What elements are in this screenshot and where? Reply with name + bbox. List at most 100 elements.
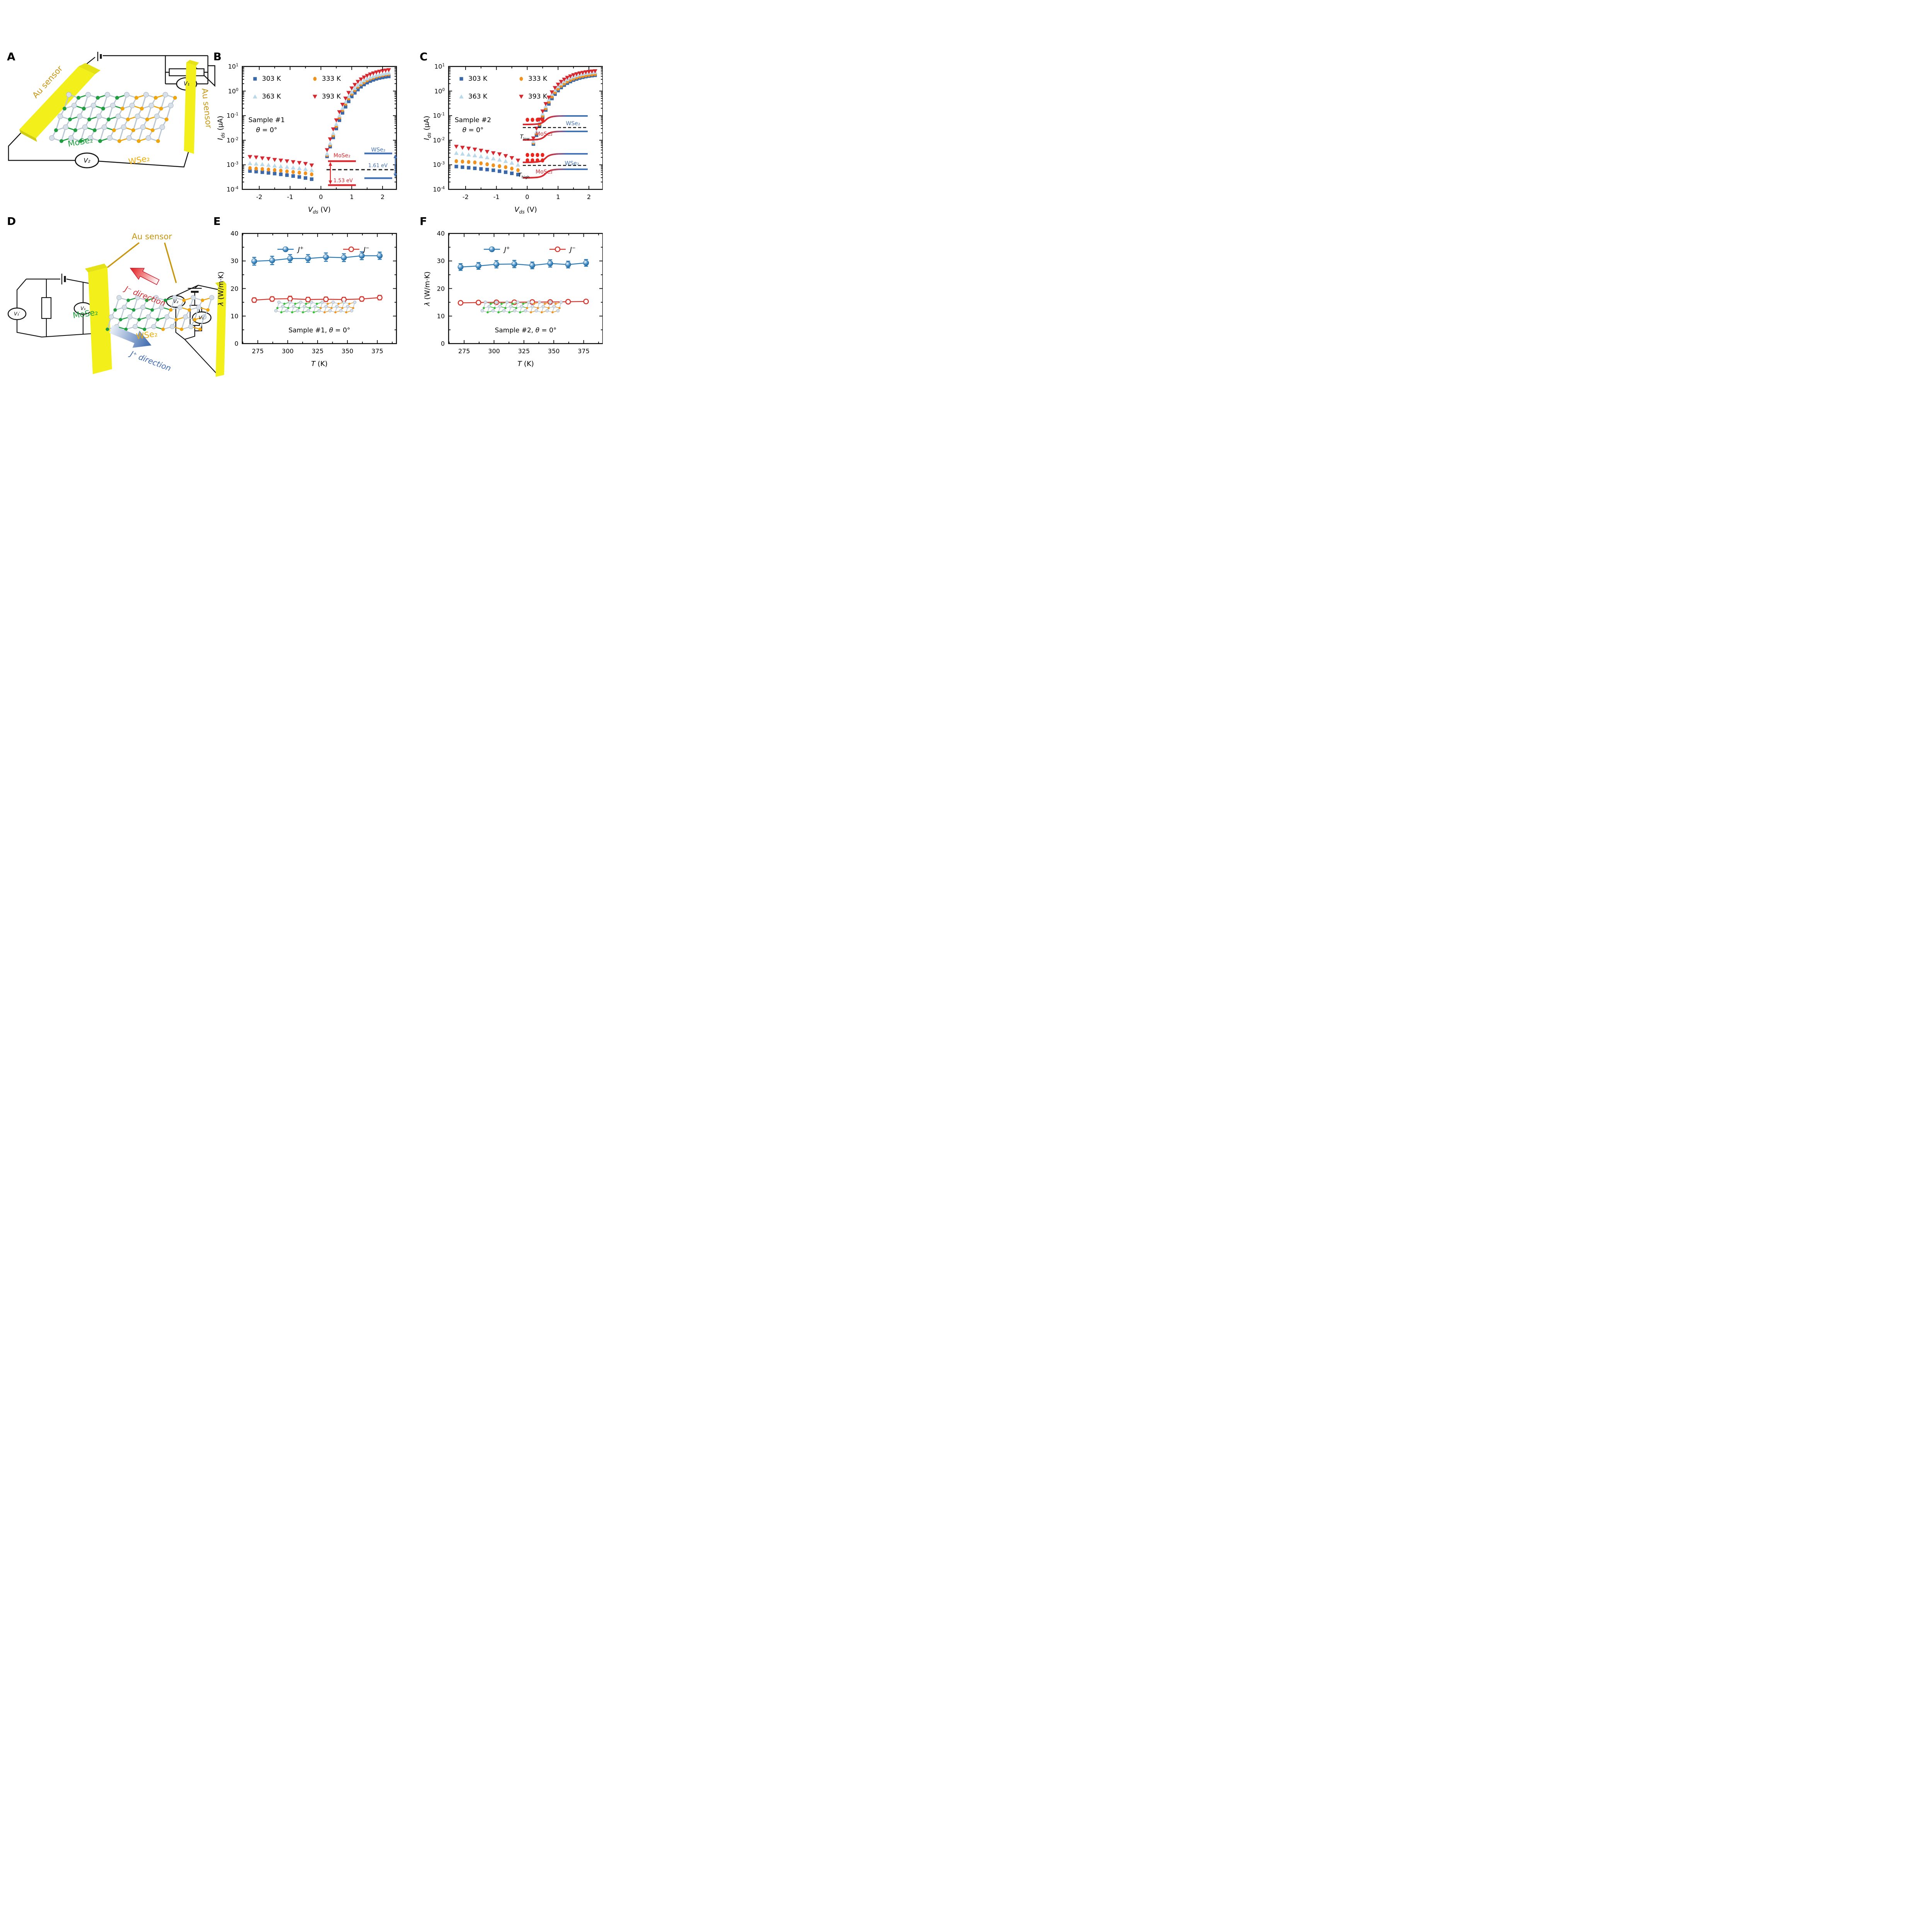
data-point xyxy=(489,246,495,252)
data-point xyxy=(554,247,561,252)
data-point xyxy=(519,77,523,81)
metal-atom xyxy=(159,107,163,111)
data-point xyxy=(368,75,373,79)
data-point xyxy=(384,75,388,79)
x-tick-label: 2 xyxy=(587,193,591,201)
carrier-dot xyxy=(541,153,544,157)
data-point xyxy=(253,77,257,81)
se-atom xyxy=(328,309,332,313)
metal-atom xyxy=(352,307,354,309)
data-point xyxy=(491,151,496,155)
data-point xyxy=(374,77,378,81)
legend-item: J− xyxy=(342,245,369,254)
se-atom xyxy=(339,309,343,313)
carrier-dot xyxy=(531,153,534,157)
metal-atom xyxy=(193,318,197,322)
data-point xyxy=(454,165,458,169)
data-point xyxy=(553,86,558,90)
se-atom xyxy=(91,103,96,108)
se-atom xyxy=(151,324,156,329)
metal-atom xyxy=(291,311,293,313)
data-point xyxy=(343,100,348,104)
metal-atom xyxy=(533,303,535,305)
data-point xyxy=(492,163,495,168)
metal-atom xyxy=(112,128,116,132)
metal-atom xyxy=(163,298,167,302)
se-atom xyxy=(201,314,207,320)
data-point xyxy=(583,298,589,305)
metal-atom xyxy=(117,139,121,143)
carrier-dots xyxy=(526,153,544,163)
au-sensor-bar-right xyxy=(184,60,199,154)
metal-atom xyxy=(145,117,149,121)
se-atom xyxy=(310,300,313,304)
metal-atom xyxy=(145,298,149,302)
plot-border xyxy=(448,66,603,190)
x-tick-label: -2 xyxy=(256,193,262,201)
y-tick-label: 10-1 xyxy=(226,112,238,119)
se-atom xyxy=(135,114,140,119)
data-point xyxy=(593,69,597,73)
metal-atom xyxy=(132,308,136,312)
carrier-dot xyxy=(536,117,539,122)
data-point xyxy=(325,148,330,152)
x-tick-label: 350 xyxy=(341,347,354,355)
legend-item: J+ xyxy=(483,245,510,254)
data-point xyxy=(377,70,382,74)
y-tick-label: 10-3 xyxy=(433,161,445,169)
data-point xyxy=(334,118,339,123)
series-layer xyxy=(248,68,391,181)
y-tick-label: 20 xyxy=(230,285,238,292)
panel-F-thermal-chart: 275 300 325 350 375 0 10 20 30 40 T (K) λ (W/m·K) J+… xyxy=(421,221,603,388)
data-point xyxy=(291,165,296,170)
voltmeter-v1-prime xyxy=(7,307,27,320)
data-point xyxy=(457,264,464,270)
voltmeter-v2 xyxy=(75,152,99,169)
metal-atom xyxy=(548,307,550,309)
metal-atom xyxy=(137,139,141,143)
metal-atom xyxy=(316,303,318,305)
se-atom xyxy=(483,300,487,304)
data-point xyxy=(485,155,490,159)
metal-atom xyxy=(150,308,154,312)
se-atom xyxy=(153,295,159,300)
se-atom xyxy=(96,114,102,119)
data-point xyxy=(509,160,514,165)
se-atom xyxy=(196,305,201,310)
data-point xyxy=(349,90,354,94)
data-point xyxy=(504,170,508,174)
metal-atom xyxy=(508,311,510,313)
x-tick-label: 0 xyxy=(525,193,529,201)
se-atom xyxy=(324,305,328,308)
metal-atom xyxy=(98,139,102,143)
sample-annotation: Sample #1 θ = 0° xyxy=(248,116,285,134)
data-point xyxy=(531,139,536,143)
x-tick-label: 300 xyxy=(488,347,500,355)
data-point xyxy=(285,169,289,174)
y-axis-label: λ (W/m·K) xyxy=(217,271,225,306)
data-point xyxy=(297,166,302,170)
band-bending-inset-tlow xyxy=(522,115,588,141)
carrier-dot xyxy=(541,117,544,122)
se-atom xyxy=(146,135,151,141)
data-point xyxy=(374,70,379,75)
data-point xyxy=(279,172,283,176)
carrier-dot xyxy=(531,117,534,122)
data-point xyxy=(340,103,345,107)
data-point xyxy=(457,300,464,306)
carrier-dot xyxy=(531,158,534,163)
x-tick-label: 0 xyxy=(319,193,323,201)
metal-atom xyxy=(134,96,138,100)
y-axis-label: λ (W/m·K) xyxy=(423,271,432,306)
y-tick-label: 10-4 xyxy=(433,186,445,193)
data-point xyxy=(352,86,357,90)
data-point xyxy=(491,156,496,160)
au-sensor-bar-left xyxy=(85,264,112,374)
se-atom xyxy=(163,92,168,97)
x-axis-label: Vds (V) xyxy=(514,206,537,215)
se-atom xyxy=(168,103,173,108)
x-tick-label: 1 xyxy=(350,193,354,201)
legend-label: 333 K xyxy=(322,75,341,83)
data-point xyxy=(305,255,311,262)
data-point xyxy=(248,161,252,165)
